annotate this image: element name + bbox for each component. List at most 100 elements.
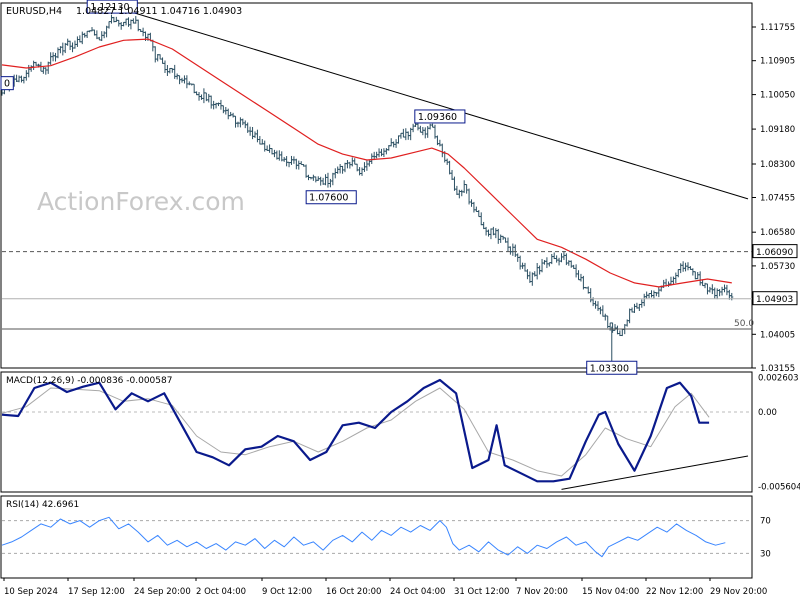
ohlc-bar [713,287,717,299]
time-tick-label: 24 Sep 20:00 [134,587,191,597]
ohlc-bar [71,42,75,53]
ohlc-bar [19,75,23,83]
ohlc-bar [384,148,388,155]
ohlc-bar [343,162,347,173]
ohlc-bar [679,263,683,274]
ohlc-bar [730,292,734,301]
ohlc-bar [66,38,70,46]
ohlc-bar [465,184,469,194]
ohlc-bar [234,115,238,128]
price-annotation: 0 [4,79,10,90]
ohlc-bar [102,31,106,39]
ohlc-bar [370,153,374,165]
ohlc-bar [596,301,600,311]
ohlc-bar [523,262,527,272]
ohlc-bar [51,52,55,62]
ohlc-bar [231,112,235,118]
ohlc-bar [577,270,581,281]
ohlc-bar [328,178,332,188]
watermark: ActionForex.com [37,187,245,216]
ohlc-bar [32,60,36,71]
ohlc-bar [640,299,644,308]
ohlc-bar [401,128,405,138]
ohlc-bar [530,272,534,286]
time-tick-label: 31 Oct 12:00 [454,587,509,597]
macd-tick-label: 0.002603 [758,373,799,383]
ohlc-bar [560,253,563,263]
ohlc-bar [397,135,401,144]
time-axis: 10 Sep 2024 17 Sep 12:00 24 Sep 20:00 2 Oct… [3,578,767,597]
ohlc-bar [226,108,230,120]
ohlc-bar [285,156,289,167]
ohlc-bar [718,289,722,297]
time-tick-label: 29 Nov 20:00 [710,587,767,597]
ohlc-bar [472,201,476,213]
ohlc-bar [411,123,415,133]
ohlc-bar [46,61,50,74]
time-tick-label: 22 Nov 12:00 [646,587,703,597]
time-tick-label: 17 Sep 12:00 [68,587,125,597]
ohlc-bar [255,129,259,143]
ohlc-bar [202,88,206,104]
ohlc-bar [221,105,225,114]
level-tag: 1.06090 [756,248,793,258]
price-annotation-box [0,76,14,91]
ohlc-bar [377,148,381,158]
level-tag-box [752,244,798,259]
rsi-frame [0,495,753,579]
macd-panel [1,378,752,490]
ohlc-bar [696,272,700,280]
ohlc-bar [107,21,111,29]
ohlc-bar [477,210,481,218]
ohlc-bar [460,189,464,197]
ohlc-bar [540,258,544,273]
ohlc-bar [253,131,257,138]
ohlc-bar [207,93,211,103]
time-tick-label: 24 Oct 04:00 [390,587,445,597]
ohlc-bar [297,160,301,170]
ohlc-bar [632,303,636,313]
ohlc-bar [163,60,167,73]
ohlc-bar [720,286,724,296]
ohlc-bar [494,228,498,239]
price-panel: 50.0 1.12130 1.09360 1.07600 1.03300 0 [0,0,754,375]
price-trendline [131,11,749,200]
ohlc-bar [681,261,685,272]
ohlc-bar [24,70,28,81]
price-annotation: 1.09360 [418,112,457,123]
ohlc-bar [294,158,298,170]
ohlc-bar [650,290,654,298]
ohlc-bar [114,16,118,23]
ohlc-bar [379,148,383,157]
ohlc-bar [399,132,403,139]
ohlc-bar [199,94,203,100]
price-annotation-box [586,360,638,375]
ohlc-bar [158,54,162,60]
time-tick-label: 2 Oct 04:00 [196,587,246,597]
ohlc-bar [326,172,330,188]
ohlc-bar [555,255,559,263]
ohlc-bar [487,229,491,237]
time-tick-label: 7 Nov 20:00 [516,587,568,597]
price-tick-label: 1.03155 [760,364,795,374]
price-tick-label: 1.11755 [760,23,795,33]
level-tag-box [752,291,798,306]
ohlc-bar [358,167,362,176]
ohlc-bar [263,140,267,152]
ohlc-bar [647,292,651,299]
ohlc-bar [80,31,84,45]
ohlc-bar [360,167,364,176]
price-tick-label: 1.07455 [760,193,795,203]
price-tick-label: 1.09180 [760,125,795,135]
macd-signal-line [1,387,710,477]
ohlc-bar [68,40,72,51]
ohlc-bar [27,64,31,78]
ohlc-bar [56,47,60,59]
ohlc-bar [229,111,233,117]
ohlc-bar [674,272,678,284]
macd-tick-label: 0.00 [758,408,777,418]
ohlc-bar [557,257,561,266]
ohlc-bar [628,308,632,324]
ohlc-bar [603,313,607,321]
